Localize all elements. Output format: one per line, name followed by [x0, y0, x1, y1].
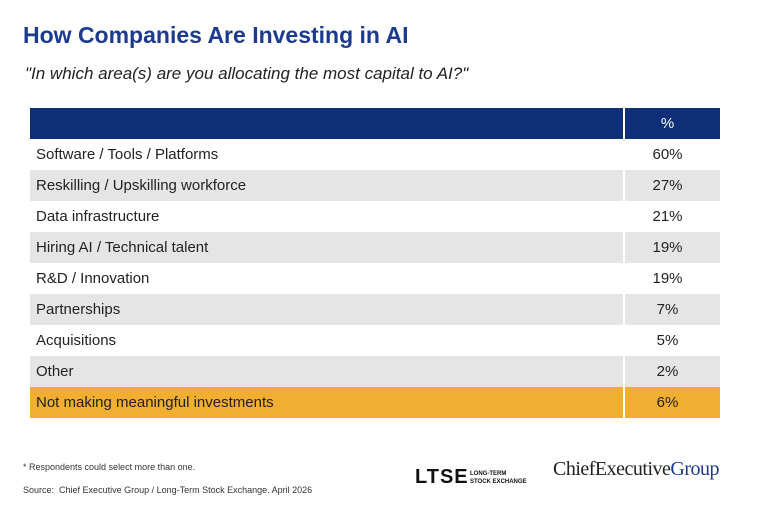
row-value: 60% [623, 139, 710, 170]
source: Source: Chief Executive Group / Long-Ter… [23, 485, 312, 495]
table-header: % [30, 108, 720, 139]
row-value: 2% [623, 356, 710, 387]
row-value: 19% [623, 232, 710, 263]
row-value: 21% [623, 201, 710, 232]
header-cell: % [623, 108, 710, 139]
table-row: Other 2% [30, 356, 720, 387]
ltse-logo: LTSE [415, 466, 469, 488]
ceg-group: Group [670, 458, 720, 480]
table: % Software / Tools / Platforms 60% Reskill… [30, 108, 720, 418]
row-label: Not making meaningful investments [36, 394, 274, 411]
source-text: Chief Executive Group / Long-Term Stock … [59, 485, 313, 495]
table-row: Data infrastructure 21% [30, 201, 720, 232]
row-label: Hiring AI / Technical talent [36, 239, 209, 256]
ceg-logo: ChiefExecutiveGroup [553, 458, 720, 481]
row-label: Reskilling / Upskilling workforce [36, 177, 247, 194]
footnote: * Respondents could select more than one… [23, 462, 196, 472]
table-row: Partnerships 7% [30, 294, 720, 325]
table-row: Not making meaningful investments 6% [30, 387, 720, 418]
row-value: 5% [623, 325, 710, 356]
row-value: 19% [623, 263, 710, 294]
ltse-subtext: LONG-TERM [470, 471, 507, 477]
row-value: 7% [623, 294, 710, 325]
title: How Companies Are Investing in AI [23, 22, 409, 48]
row-label: Data infrastructure [36, 208, 160, 225]
source-label: Source: [23, 485, 55, 495]
row-value: 27% [623, 170, 710, 201]
table-row: Acquisitions 5% [30, 325, 720, 356]
row-label: R&D / Innovation [36, 270, 150, 287]
ltse-subtext: STOCK EXCHANGE [470, 479, 527, 485]
row-label: Software / Tools / Platforms [36, 146, 219, 163]
table-row: Reskilling / Upskilling workforce 27% [30, 170, 720, 201]
row-label: Other [36, 363, 74, 380]
row-label: Partnerships [36, 301, 121, 318]
subtitle: "In which area(s) are you allocating the… [25, 64, 469, 83]
table-row: Hiring AI / Technical talent 19% [30, 232, 720, 263]
row-value: 6% [623, 387, 710, 418]
table-row: Software / Tools / Platforms 60% [30, 139, 720, 170]
row-label: Acquisitions [36, 332, 117, 349]
ceg-main: ChiefExecutive [553, 458, 671, 480]
table-row: R&D / Innovation 19% [30, 263, 720, 294]
